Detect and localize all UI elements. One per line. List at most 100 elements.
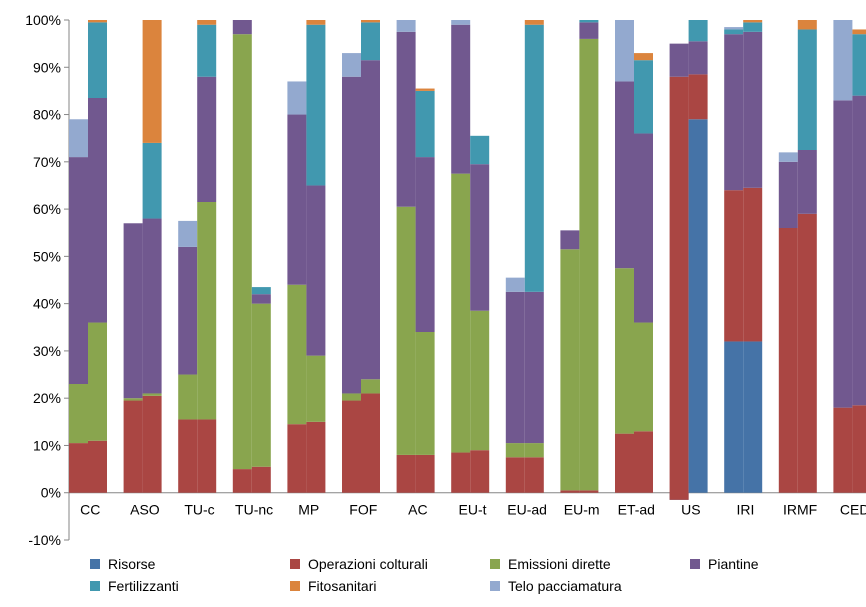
- bar-segment-fitosanitari: [852, 29, 866, 35]
- x-tick-label: TU-c: [184, 502, 214, 518]
- bar-segment-piantine: [579, 22, 599, 39]
- x-tick-label: EU-m: [564, 502, 600, 518]
- y-tick-label: 30%: [33, 343, 61, 359]
- y-tick-label: -10%: [28, 532, 61, 548]
- bar-segment-operazioni-colturali: [342, 400, 361, 493]
- bar-segment-operazioni-colturali: [524, 457, 544, 493]
- bar-segment-operazioni-colturali: [743, 187, 763, 342]
- bar-segment-emissioni-dirette: [579, 38, 599, 491]
- y-tick-label: 100%: [25, 12, 61, 28]
- legend-label: Telo pacciamatura: [508, 578, 622, 594]
- bar-segment-emissioni-dirette: [123, 398, 143, 401]
- y-tick-label: 90%: [33, 59, 61, 75]
- bar-segment-piantine: [306, 185, 326, 356]
- bar-segment-operazioni-colturali: [123, 400, 143, 493]
- bar-segment-emissioni-dirette: [178, 374, 198, 420]
- legend-swatch: [90, 581, 100, 591]
- bar-segment-piantine: [560, 230, 580, 250]
- bar-segment-emissioni-dirette: [451, 173, 471, 453]
- bar-segment-emissioni-dirette: [69, 384, 88, 444]
- bar-segment-piantine: [669, 43, 689, 77]
- bar-segment-emissioni-dirette: [524, 443, 544, 458]
- bar-segment-emissioni-dirette: [306, 355, 326, 422]
- bar-segment-fertilizzanti: [524, 24, 544, 292]
- bar-segment-fertilizzanti: [361, 22, 380, 61]
- bar-segment-emissioni-dirette: [232, 34, 252, 470]
- y-tick-label: 10%: [33, 437, 61, 453]
- legend-label: Piantine: [708, 556, 759, 572]
- legend-item: Telo pacciamatura: [490, 578, 690, 594]
- x-tick-label: IRMF: [783, 502, 817, 518]
- bar-segment-piantine: [634, 133, 653, 323]
- bar-segment-operazioni-colturali: [560, 490, 580, 493]
- bar-segment-operazioni-colturali: [197, 419, 217, 493]
- bar-segment-fertilizzanti: [634, 60, 653, 134]
- x-tick-label: US: [681, 502, 700, 518]
- bar-segment-piantine: [287, 114, 307, 285]
- x-tick-label: ET-ad: [618, 502, 655, 518]
- bar-segment-operazioni-colturali: [88, 440, 107, 493]
- legend-swatch: [490, 581, 500, 591]
- x-tick-label: MP: [298, 502, 319, 518]
- bar-segment-operazioni-colturali: [232, 469, 252, 493]
- legend-swatch: [690, 559, 700, 569]
- bar-segment-operazioni-colturali: [852, 405, 866, 493]
- bar-segment-emissioni-dirette: [415, 332, 435, 455]
- bar-segment-operazioni-colturali: [396, 454, 416, 493]
- chart-legend: Risorse Operazioni colturali Emissioni dir…: [90, 556, 850, 594]
- bar-segment-piantine: [232, 20, 252, 35]
- bar-segment-fitosanitari: [634, 53, 653, 61]
- bar-segment-piantine: [852, 95, 866, 406]
- legend-swatch: [290, 559, 300, 569]
- legend-item: Piantine: [690, 556, 850, 572]
- bar-segment-piantine: [833, 100, 853, 408]
- legend-item: Operazioni colturali: [290, 556, 490, 572]
- bar-segment-operazioni-colturali: [634, 431, 653, 493]
- bar-segment-operazioni-colturali: [306, 421, 326, 493]
- bar-segment-operazioni-colturali: [287, 424, 307, 493]
- bar-segment-fitosanitari: [415, 88, 435, 91]
- bar-segment-fertilizzanti: [88, 22, 107, 99]
- bar-segment-emissioni-dirette: [505, 443, 525, 458]
- bar-segment-operazioni-colturali: [178, 419, 198, 493]
- bar-segment-piantine: [615, 81, 634, 269]
- bar-segment-piantine: [524, 291, 544, 444]
- bar-segment-operazioni-colturali: [688, 74, 708, 120]
- bar-segment-telo-pacciamatura: [833, 20, 853, 101]
- bar-segment-piantine: [797, 150, 817, 214]
- bar-segment-emissioni-dirette: [470, 310, 490, 451]
- bar-segment-fertilizzanti: [852, 34, 866, 96]
- bar-segment-telo-pacciamatura: [724, 27, 744, 30]
- bar-segment-fertilizzanti: [470, 135, 490, 165]
- legend-label: Fitosanitari: [308, 578, 377, 594]
- bar-segment-emissioni-dirette: [361, 379, 380, 394]
- bar-segment-fertilizzanti: [688, 20, 708, 42]
- bar-segment-fertilizzanti: [415, 90, 435, 158]
- bar-segment-operazioni-colturali: [669, 76, 689, 500]
- legend-label: Fertilizzanti: [108, 578, 179, 594]
- bar-segment-telo-pacciamatura: [178, 220, 198, 247]
- bar-segment-fertilizzanti: [306, 24, 326, 186]
- y-tick-label: 40%: [33, 296, 61, 312]
- bar-segment-emissioni-dirette: [251, 303, 271, 467]
- bar-segment-telo-pacciamatura: [396, 20, 416, 32]
- bar-segment-risorse: [724, 341, 744, 493]
- bar-segment-piantine: [688, 41, 708, 75]
- legend-label: Risorse: [108, 556, 156, 572]
- bar-segment-piantine: [415, 157, 435, 332]
- bar-segment-piantine: [396, 31, 416, 207]
- bar-segment-operazioni-colturali: [451, 452, 471, 493]
- bar-segment-operazioni-colturali: [505, 457, 525, 493]
- bar-segment-fitosanitari: [743, 20, 763, 23]
- bar-segment-piantine: [470, 164, 490, 311]
- bar-segment-emissioni-dirette: [634, 322, 653, 432]
- bar-segment-fertilizzanti: [579, 20, 599, 23]
- bar-segment-fitosanitari: [306, 20, 326, 25]
- bar-segment-emissioni-dirette: [342, 393, 361, 401]
- bar-segment-piantine: [451, 24, 471, 174]
- bar-segment-piantine: [197, 76, 217, 202]
- bar-segment-telo-pacciamatura: [615, 20, 634, 82]
- bar-segment-fitosanitari: [797, 20, 817, 30]
- legend-label: Emissioni dirette: [508, 556, 611, 572]
- bar-segment-operazioni-colturali: [833, 407, 853, 493]
